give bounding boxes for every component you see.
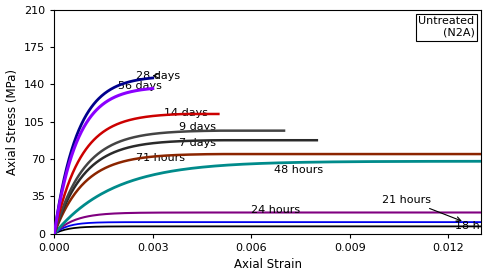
Text: 9 days: 9 days [179, 122, 216, 132]
Text: 71 hours: 71 hours [136, 153, 185, 163]
Text: 28 days: 28 days [136, 71, 180, 81]
Text: 7 days: 7 days [179, 138, 216, 148]
Text: Untreated
(N2A): Untreated (N2A) [418, 16, 474, 38]
Text: 14 days: 14 days [164, 108, 208, 118]
Text: 18 h: 18 h [455, 221, 479, 231]
Text: 48 hours: 48 hours [274, 165, 324, 175]
Text: 21 hours: 21 hours [383, 195, 461, 221]
Text: 24 hours: 24 hours [251, 205, 300, 215]
Y-axis label: Axial Stress (MPa): Axial Stress (MPa) [5, 69, 19, 175]
Text: 56 days: 56 days [118, 81, 162, 91]
X-axis label: Axial Strain: Axial Strain [234, 258, 302, 271]
